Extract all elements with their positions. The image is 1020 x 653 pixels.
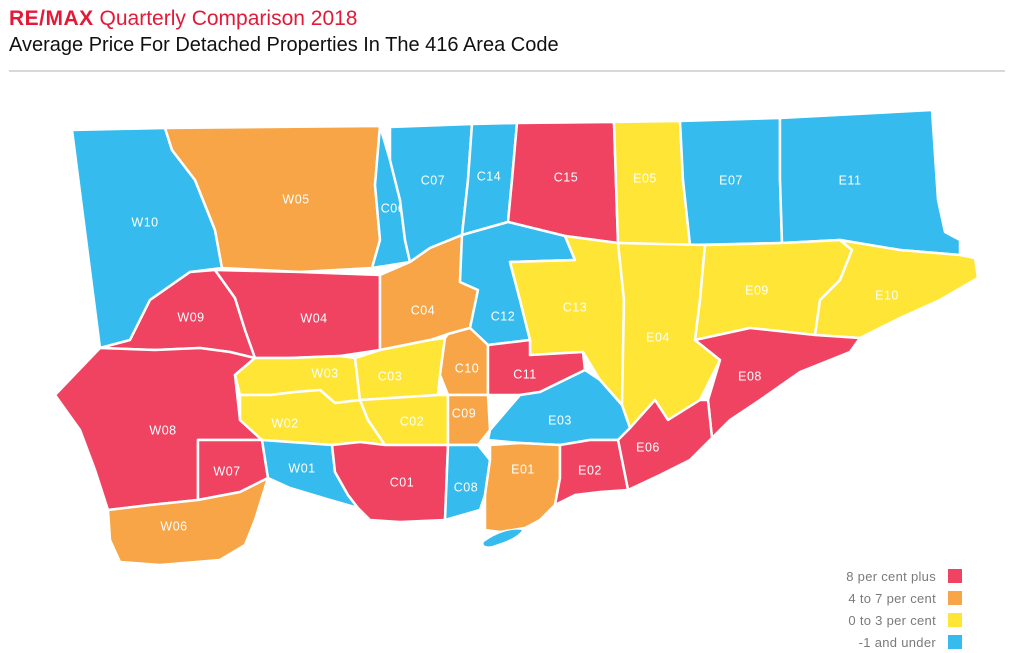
region-E08[interactable]: E08 — [693, 326, 862, 440]
legend-swatch-orange — [948, 591, 962, 605]
legend-label: 4 to 7 per cent — [848, 590, 936, 606]
region-C01[interactable]: C01 — [330, 440, 450, 524]
region-label: E01 — [511, 462, 535, 476]
title-text: Quarterly Comparison 2018 — [93, 7, 358, 30]
region-label: E08 — [738, 369, 762, 383]
legend: 8 per cent plus 4 to 7 per cent 0 to 3 p… — [846, 565, 962, 653]
header-divider — [9, 70, 1005, 72]
region-label: W04 — [300, 311, 327, 325]
region-E11[interactable]: E11 — [778, 108, 962, 257]
header: RE/MAX Quarterly Comparison 2018 Average… — [9, 6, 559, 58]
region-label: W02 — [271, 416, 298, 430]
region-label: E10 — [875, 288, 899, 302]
page-title: RE/MAX Quarterly Comparison 2018 — [9, 6, 559, 32]
region-label: C07 — [421, 173, 445, 187]
region-C02[interactable]: C02 — [358, 393, 450, 447]
region-label: C03 — [378, 369, 402, 383]
region-label: C08 — [454, 480, 478, 494]
legend-swatch-yellow — [948, 613, 962, 627]
region-E01[interactable]: E01 — [483, 441, 562, 534]
legend-swatch-red — [948, 569, 962, 583]
region-W06[interactable]: W06 — [106, 476, 270, 567]
region-C09[interactable]: C09 — [446, 393, 492, 447]
region-label: W05 — [282, 192, 309, 206]
legend-label: 0 to 3 per cent — [848, 612, 936, 628]
brand-logo-text: RE/MAX — [9, 7, 94, 30]
region-label: W06 — [160, 519, 187, 533]
region-E02[interactable]: E02 — [553, 438, 630, 507]
region-label: E06 — [636, 440, 660, 454]
region-label: C02 — [400, 414, 424, 428]
legend-item: -1 and under — [846, 631, 962, 653]
legend-item: 4 to 7 per cent — [846, 587, 962, 609]
region-label: E02 — [578, 463, 602, 477]
region-W04[interactable]: W04 — [213, 268, 382, 360]
legend-item: 0 to 3 per cent — [846, 609, 962, 631]
region-C10[interactable]: C10 — [438, 326, 490, 397]
region-label: C06 — [381, 201, 405, 215]
page-subtitle: Average Price For Detached Properties In… — [9, 34, 559, 56]
region-label: C09 — [452, 406, 476, 420]
legend-label: -1 and under — [858, 634, 936, 650]
region-label: C04 — [411, 303, 435, 317]
region-label: E03 — [548, 413, 572, 427]
region-label: W08 — [149, 423, 176, 437]
region-W03[interactable]: W03 — [233, 354, 362, 405]
region-label: C12 — [491, 309, 515, 323]
region-label: W07 — [213, 464, 240, 478]
legend-label: 8 per cent plus — [846, 568, 936, 584]
legend-item: 8 per cent plus — [846, 565, 962, 587]
region-label: W09 — [177, 310, 204, 324]
region-label: C14 — [477, 169, 501, 183]
region-label: E04 — [646, 330, 670, 344]
toronto-islands — [483, 529, 522, 547]
region-label: W10 — [131, 215, 158, 229]
region-E05[interactable]: E05 — [612, 119, 692, 247]
region-label: E05 — [633, 171, 657, 185]
region-label: W03 — [311, 366, 338, 380]
region-label: W01 — [288, 461, 315, 475]
region-label: E11 — [839, 173, 862, 187]
region-label: E07 — [719, 173, 743, 187]
region-E07[interactable]: E07 — [678, 116, 784, 247]
region-label: C15 — [554, 170, 578, 184]
region-label: C10 — [455, 361, 479, 375]
region-label: C01 — [390, 475, 414, 489]
region-label: E09 — [745, 283, 769, 297]
region-label: C13 — [563, 300, 587, 314]
region-E10[interactable]: E10 — [813, 238, 980, 340]
region-label: C11 — [513, 367, 537, 381]
region-C08[interactable]: C08 — [443, 443, 492, 522]
legend-swatch-blue — [948, 635, 962, 649]
